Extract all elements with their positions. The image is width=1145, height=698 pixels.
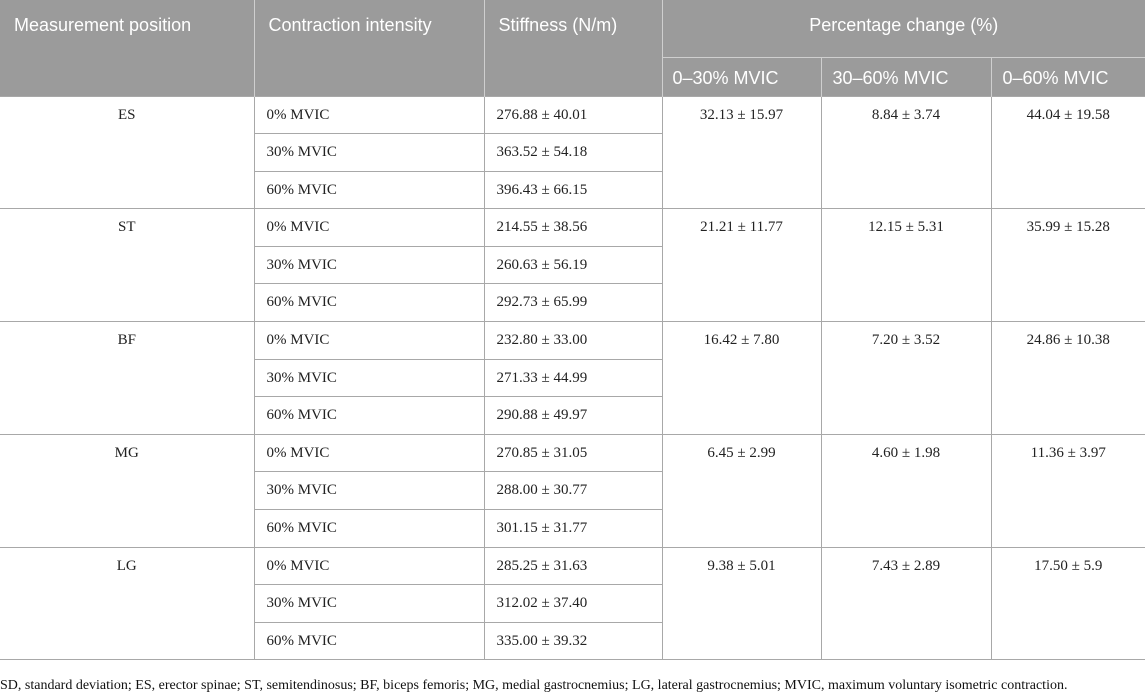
table-row: MG 0% MVIC 270.85 ± 31.05 6.45 ± 2.99 4.60 ±…: [0, 433, 1145, 548]
table-row: 30% MVIC 312.02 ± 37.40: [0, 584, 1145, 623]
cell-stiffness: 312.02 ± 37.40: [483, 584, 662, 623]
cell-contraction-intensity: 30% MVIC: [253, 245, 485, 285]
cell-stiffness: 271.33 ± 44.99: [483, 358, 662, 398]
header-0-60-mvic: 0–60% MVIC: [991, 57, 1145, 96]
stiffness-table: Measurement position Contraction intensi…: [0, 0, 1145, 661]
cell-change-30-60: 7.20 ± 3.52: [820, 321, 992, 435]
cell-change-0-60: 35.99 ± 15.28: [990, 208, 1145, 323]
header-30-60-mvic: 30–60% MVIC: [821, 57, 992, 96]
cell-contraction-intensity: 30% MVIC: [253, 471, 485, 511]
cell-change-0-30: 6.45 ± 2.99: [661, 433, 822, 548]
cell-stiffness: 396.43 ± 66.15: [483, 170, 662, 210]
cell-contraction-intensity: 30% MVIC: [253, 133, 485, 172]
table-row: 30% MVIC 363.52 ± 54.18: [0, 133, 1145, 172]
header-measurement-position: Measurement position: [0, 0, 255, 96]
table-body: ES 0% MVIC 276.88 ± 40.01 32.13 ± 15.97 8.84…: [0, 95, 1145, 661]
table-footnote: SD, standard deviation; ES, erector spin…: [0, 678, 1068, 693]
table-row: 60% MVIC 301.15 ± 31.77: [0, 509, 1145, 548]
cell-measurement-position: ES: [0, 95, 255, 210]
cell-contraction-intensity: 60% MVIC: [253, 396, 485, 435]
cell-stiffness: 276.88 ± 40.01: [483, 95, 663, 135]
cell-contraction-intensity: 60% MVIC: [253, 509, 485, 548]
table-row: 30% MVIC 288.00 ± 30.77: [0, 471, 1145, 511]
cell-contraction-intensity: 30% MVIC: [253, 584, 485, 623]
table-row: ST 0% MVIC 214.55 ± 38.56 21.21 ± 11.77 12.1…: [0, 208, 1145, 323]
cell-stiffness: 363.52 ± 54.18: [483, 133, 662, 172]
cell-change-30-60: 12.15 ± 5.31: [820, 208, 992, 323]
table-row: LG 0% MVIC 285.25 ± 31.63 9.38 ± 5.01 7.43 ±…: [0, 546, 1145, 661]
cell-contraction-intensity: 0% MVIC: [253, 95, 485, 135]
cell-stiffness: 260.63 ± 56.19: [483, 245, 662, 285]
table-row: 60% MVIC 335.00 ± 39.32: [0, 621, 1145, 661]
header-stiffness: Stiffness (N/m): [484, 0, 663, 96]
table-row: 30% MVIC 260.63 ± 56.19: [0, 245, 1145, 285]
header-0-30-mvic: 0–30% MVIC: [662, 57, 822, 96]
cell-change-30-60: 7.43 ± 2.89: [820, 546, 992, 661]
table-row: 30% MVIC 271.33 ± 44.99: [0, 358, 1145, 398]
cell-contraction-intensity: 0% MVIC: [253, 208, 485, 247]
cell-contraction-intensity: 0% MVIC: [253, 546, 485, 586]
cell-stiffness: 270.85 ± 31.05: [483, 433, 663, 473]
header-contraction-intensity: Contraction intensity: [254, 0, 485, 96]
cell-change-0-60: 17.50 ± 5.9: [990, 546, 1145, 661]
cell-measurement-position: BF: [0, 321, 255, 435]
cell-change-0-60: 44.04 ± 19.58: [990, 95, 1145, 210]
table-row: 60% MVIC 292.73 ± 65.99: [0, 283, 1145, 323]
table-row: BF 0% MVIC 232.80 ± 33.00 16.42 ± 7.80 7.20 …: [0, 321, 1145, 435]
cell-change-0-60: 11.36 ± 3.97: [990, 433, 1145, 548]
table-row: ES 0% MVIC 276.88 ± 40.01 32.13 ± 15.97 8.84…: [0, 95, 1145, 210]
cell-contraction-intensity: 60% MVIC: [253, 283, 485, 323]
cell-measurement-position: LG: [0, 546, 255, 661]
table-row: 60% MVIC 396.43 ± 66.15: [0, 170, 1145, 210]
cell-stiffness: 301.15 ± 31.77: [483, 509, 662, 548]
cell-change-30-60: 4.60 ± 1.98: [820, 433, 992, 548]
cell-measurement-position: MG: [0, 433, 255, 548]
cell-stiffness: 232.80 ± 33.00: [483, 321, 663, 360]
cell-contraction-intensity: 0% MVIC: [253, 321, 485, 360]
cell-change-30-60: 8.84 ± 3.74: [820, 95, 992, 210]
cell-stiffness: 290.88 ± 49.97: [483, 396, 662, 435]
cell-stiffness: 285.25 ± 31.63: [483, 546, 663, 586]
cell-contraction-intensity: 30% MVIC: [253, 358, 485, 398]
cell-contraction-intensity: 0% MVIC: [253, 433, 485, 473]
cell-change-0-30: 21.21 ± 11.77: [661, 208, 822, 323]
cell-measurement-position: ST: [0, 208, 255, 323]
cell-contraction-intensity: 60% MVIC: [253, 170, 485, 210]
cell-change-0-30: 16.42 ± 7.80: [661, 321, 822, 435]
cell-stiffness: 292.73 ± 65.99: [483, 283, 662, 323]
cell-change-0-30: 32.13 ± 15.97: [661, 95, 822, 210]
table-row: 60% MVIC 290.88 ± 49.97: [0, 396, 1145, 435]
cell-contraction-intensity: 60% MVIC: [253, 621, 485, 661]
cell-stiffness: 214.55 ± 38.56: [483, 208, 663, 247]
cell-change-0-30: 9.38 ± 5.01: [661, 546, 822, 661]
table-header: Measurement position Contraction intensi…: [0, 0, 1145, 96]
cell-stiffness: 288.00 ± 30.77: [483, 471, 662, 511]
cell-change-0-60: 24.86 ± 10.38: [990, 321, 1145, 435]
header-percentage-change: Percentage change (%): [662, 0, 1145, 58]
cell-stiffness: 335.00 ± 39.32: [483, 621, 662, 661]
